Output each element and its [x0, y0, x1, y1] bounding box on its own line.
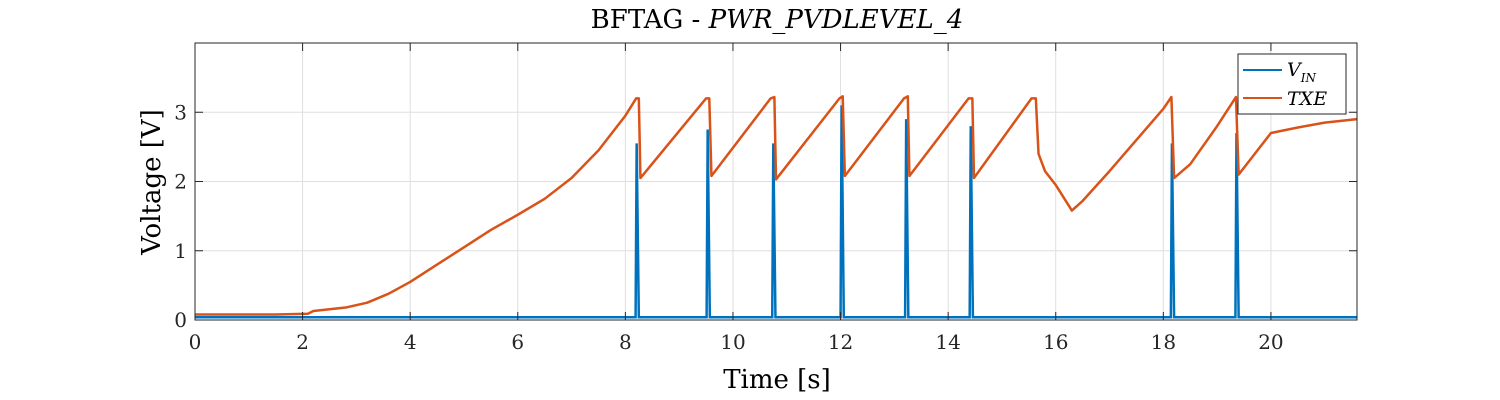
tick-marks — [194, 43, 1357, 321]
x-tick-label: 0 — [189, 330, 202, 354]
x-tick-label: 8 — [619, 330, 632, 354]
y-tick-label: 3 — [174, 100, 187, 124]
x-tick-labels: 0 2 4 6 8 10 12 14 16 18 20 — [189, 330, 1284, 354]
chart-title: BFTAG - PWR_PVDLEVEL_4 — [591, 5, 964, 35]
y-tick-label: 1 — [174, 239, 187, 263]
x-tick-label: 14 — [935, 330, 960, 354]
x-tick-label: 6 — [511, 330, 524, 354]
legend-label-vin-sub: IN — [1300, 71, 1317, 85]
x-tick-label: 20 — [1258, 330, 1283, 354]
legend-label-txe: TXE — [1287, 88, 1327, 110]
series-layer — [195, 95, 1358, 319]
y-tick-label: 0 — [174, 308, 187, 332]
legend-box — [1237, 53, 1347, 115]
y-tick-labels: 0 1 2 3 — [174, 100, 187, 332]
chart-title-italic: PWR_PVDLEVEL_4 — [708, 5, 964, 35]
series-txe-line — [195, 95, 1358, 316]
legend-label-vin-main: V — [1287, 59, 1303, 81]
x-axis-label: Time [s] — [723, 365, 831, 395]
x-tick-label: 12 — [828, 330, 853, 354]
series-vin-line — [195, 105, 1357, 319]
x-tick-label: 2 — [296, 330, 309, 354]
y-axis-label: Voltage [V] — [137, 109, 167, 256]
x-tick-label: 18 — [1151, 330, 1176, 354]
legend-label-vin: VIN — [1287, 59, 1316, 85]
legend: VIN TXE — [1237, 53, 1347, 115]
x-tick-label: 4 — [404, 330, 417, 354]
x-tick-label: 16 — [1043, 330, 1068, 354]
x-tick-label: 10 — [720, 330, 745, 354]
y-tick-label: 2 — [174, 170, 187, 194]
chart-title-prefix: BFTAG - — [591, 5, 709, 35]
